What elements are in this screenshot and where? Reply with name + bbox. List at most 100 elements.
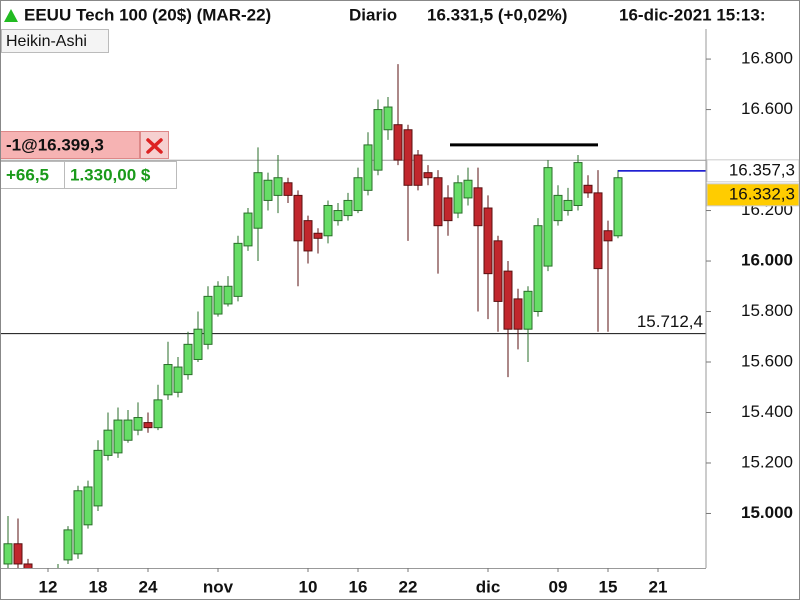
candle-body <box>253 172 263 229</box>
candle-body <box>393 124 403 161</box>
candle-body <box>153 399 163 429</box>
y-tick-label: 16.600 <box>741 99 793 118</box>
price-label: 16.357,3 <box>729 160 795 179</box>
overlay: EEUU Tech 100 (20$) (MAR-22) Diario 16.3… <box>0 0 800 207</box>
candle-body <box>403 129 413 186</box>
title-bar <box>0 0 800 29</box>
candle-body <box>283 182 293 196</box>
candle-body <box>243 212 253 247</box>
candle-body <box>313 232 323 239</box>
candle-body <box>113 419 123 454</box>
candle-body <box>323 204 333 237</box>
candle-body <box>293 194 303 242</box>
x-tick-label: dic <box>476 577 501 596</box>
candle-body <box>443 197 453 222</box>
pnl-cash-box <box>64 161 177 189</box>
y-tick-label: 16.000 <box>741 251 793 270</box>
candle-body <box>543 167 553 267</box>
y-tick-label: 15.000 <box>741 503 793 522</box>
candle-body <box>383 106 393 131</box>
candle-body <box>223 285 233 305</box>
candle-body <box>613 177 623 237</box>
candle-body <box>63 529 73 561</box>
candle-body <box>493 240 503 302</box>
candle-body <box>423 172 433 179</box>
candle-body <box>473 187 483 227</box>
candle-body <box>413 154 423 186</box>
style-label: Heikin-Ashi <box>6 33 87 50</box>
candle-body <box>193 328 203 360</box>
candle-body <box>503 270 513 330</box>
x-tick-label: 10 <box>299 577 318 596</box>
pnl-points: +66,5 <box>6 165 49 184</box>
price-label: 16.332,3 <box>729 184 795 203</box>
x-tick-label: nov <box>203 577 234 596</box>
x-tick-label: 18 <box>89 577 108 596</box>
candle-body <box>573 162 583 206</box>
plot-area: 15.712,4 <box>0 64 706 568</box>
candle-body <box>123 419 133 441</box>
candle-body <box>23 563 33 568</box>
candle-body <box>163 364 173 396</box>
timeframe: Diario <box>349 5 397 24</box>
candle-body <box>173 366 183 393</box>
x-tick-label: 12 <box>39 577 58 596</box>
candle-body <box>83 486 93 526</box>
candle-body <box>103 429 113 456</box>
order-label: -1@16.399,3 <box>6 135 104 154</box>
y-tick-label: 15.200 <box>741 452 793 471</box>
candle-body <box>593 192 603 270</box>
x-tick-label: 21 <box>649 577 668 596</box>
candle-body <box>483 207 493 275</box>
candle-body <box>133 417 143 431</box>
y-tick-label: 15.600 <box>741 351 793 370</box>
pnl-cash: 1.330,00 $ <box>70 165 151 184</box>
up-icon <box>4 9 18 22</box>
order-box[interactable] <box>0 131 140 159</box>
x-tick-label: 09 <box>549 577 568 596</box>
x-tick-label: 22 <box>399 577 418 596</box>
candle-body <box>553 194 563 222</box>
candle-body <box>303 220 313 252</box>
candle-body <box>333 210 343 222</box>
y-tick-label: 16.800 <box>741 49 793 68</box>
candle-body <box>373 109 383 171</box>
candle-body <box>433 177 443 227</box>
support-label: 15.712,4 <box>637 312 703 331</box>
candle-body <box>93 449 103 507</box>
candle-body <box>363 144 373 191</box>
candle-body <box>563 199 573 212</box>
candle-body <box>73 490 83 555</box>
candle-body <box>513 298 523 330</box>
candle-body <box>13 543 23 565</box>
x-tick-label: 15 <box>599 577 618 596</box>
y-tick-label: 15.400 <box>741 402 793 421</box>
title: EEUU Tech 100 (20$) (MAR-22) <box>24 5 271 24</box>
datetime: 16-dic-2021 15:13: <box>619 5 765 24</box>
last-price: 16.331,5 (+0,02%) <box>427 5 567 24</box>
x-tick-label: 16 <box>349 577 368 596</box>
x-tick-label: 24 <box>139 577 158 596</box>
style-button[interactable] <box>1 29 109 53</box>
candle-body <box>453 182 463 214</box>
candle-body <box>523 290 533 330</box>
y-tick-label: 15.800 <box>741 301 793 320</box>
candle-body <box>603 230 613 242</box>
candle-body <box>353 177 363 212</box>
candle-body <box>273 177 283 196</box>
candle-body <box>233 242 243 297</box>
candle-body <box>3 543 13 565</box>
candle-body <box>143 422 153 429</box>
axes: 16.80016.60016.20016.00015.80015.60015.4… <box>39 49 793 597</box>
candle-body <box>463 179 473 199</box>
candle-body <box>343 199 353 217</box>
candle-body <box>203 295 213 345</box>
close-icon <box>146 138 163 154</box>
candle-body <box>183 343 193 376</box>
candle-body <box>583 184 593 194</box>
candle-body <box>213 285 223 315</box>
candle-body <box>533 225 543 313</box>
candle-body <box>263 179 273 201</box>
